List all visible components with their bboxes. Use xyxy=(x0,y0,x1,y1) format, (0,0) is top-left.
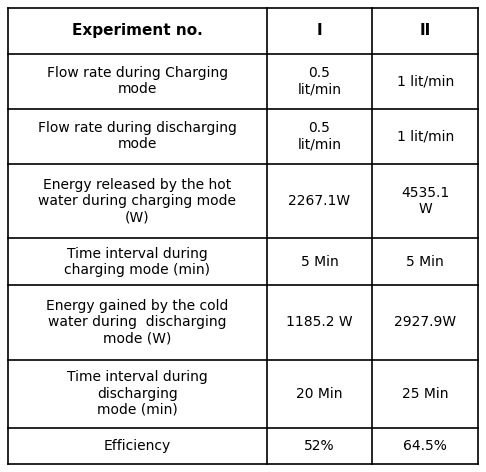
Text: Efficiency: Efficiency xyxy=(104,439,171,453)
Text: 4535.1
W: 4535.1 W xyxy=(401,186,449,216)
Text: Energy gained by the cold
water during  discharging
mode (W): Energy gained by the cold water during d… xyxy=(46,299,228,346)
Text: 0.5
lit/min: 0.5 lit/min xyxy=(297,121,341,152)
Text: 2927.9W: 2927.9W xyxy=(394,315,456,329)
Text: 64.5%: 64.5% xyxy=(403,439,447,453)
Text: Flow rate during discharging
mode: Flow rate during discharging mode xyxy=(38,121,237,152)
Text: 5 Min: 5 Min xyxy=(300,255,338,269)
Text: Flow rate during Charging
mode: Flow rate during Charging mode xyxy=(47,66,228,96)
Text: 1185.2 W: 1185.2 W xyxy=(286,315,353,329)
Text: 52%: 52% xyxy=(304,439,335,453)
Text: I: I xyxy=(316,23,322,38)
Text: 5 Min: 5 Min xyxy=(406,255,444,269)
Text: 25 Min: 25 Min xyxy=(402,387,449,401)
Text: II: II xyxy=(419,23,431,38)
Text: 2267.1W: 2267.1W xyxy=(288,194,350,208)
Text: 0.5
lit/min: 0.5 lit/min xyxy=(297,66,341,96)
Text: 1 lit/min: 1 lit/min xyxy=(397,129,454,143)
Text: Experiment no.: Experiment no. xyxy=(72,23,203,38)
Text: Energy released by the hot
water during charging mode
(W): Energy released by the hot water during … xyxy=(38,177,236,224)
Text: Time interval during
discharging
mode (min): Time interval during discharging mode (m… xyxy=(67,371,208,417)
Text: Time interval during
charging mode (min): Time interval during charging mode (min) xyxy=(64,246,210,277)
Text: 20 Min: 20 Min xyxy=(296,387,343,401)
Text: 1 lit/min: 1 lit/min xyxy=(397,74,454,88)
